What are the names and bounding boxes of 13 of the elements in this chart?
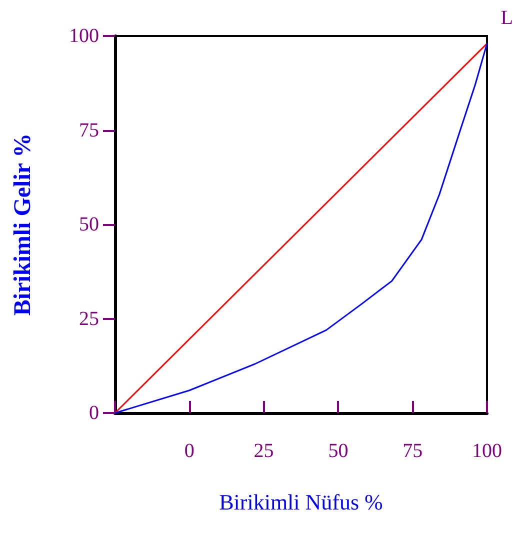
x-axis-title: Birikimli Nüfus %: [219, 490, 383, 514]
y-tick-label: 50: [79, 214, 99, 236]
x-tick-label: 100: [472, 440, 502, 462]
y-tick-label: 100: [69, 25, 99, 47]
x-tick-label: 75: [402, 440, 423, 462]
x-tick-label: 50: [328, 440, 348, 462]
text: L: [500, 7, 513, 29]
y-tick-label: 25: [79, 308, 99, 330]
y-tick-label: 0: [89, 402, 99, 424]
y-axis-title: Birikimli Gelir %: [10, 133, 36, 316]
x-tick-label: 25: [254, 440, 274, 462]
x-tick-label: 0: [184, 440, 194, 462]
y-tick-label: 75: [79, 119, 99, 142]
